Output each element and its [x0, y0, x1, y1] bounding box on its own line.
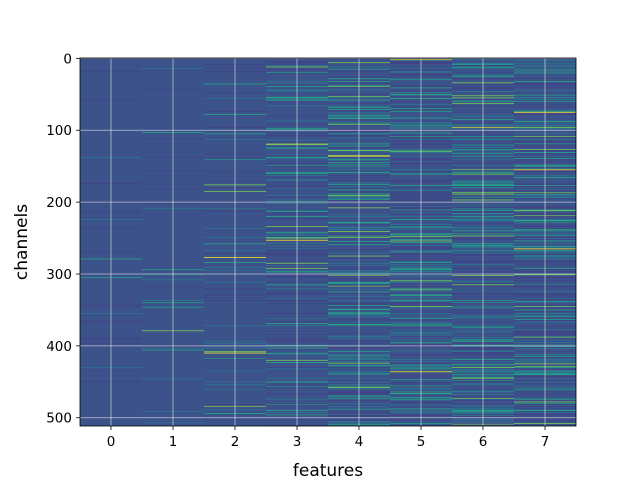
x-axis-ticks: 0 1 2 3 4 5 6 7: [107, 426, 550, 450]
x-tick-label: 1: [169, 434, 178, 450]
y-axis-ticks: 0 100 200 300 400 500: [46, 51, 80, 427]
y-tick-label: 500: [46, 411, 72, 427]
x-axis-label: features: [293, 461, 363, 480]
x-tick-label: 6: [479, 434, 488, 450]
x-tick-label: 4: [355, 434, 364, 450]
x-tick-label: 3: [293, 434, 302, 450]
y-tick-label: 400: [46, 339, 72, 355]
y-axis-label: channels: [12, 204, 32, 280]
x-tick-label: 5: [417, 434, 426, 450]
y-tick-label: 300: [46, 267, 72, 283]
heatmap-cells: [80, 58, 576, 427]
y-tick-label: 200: [46, 195, 72, 211]
grid-lines: [80, 57, 576, 426]
x-tick-label: 0: [107, 434, 116, 450]
y-tick-label: 0: [63, 51, 72, 67]
x-tick-label: 7: [541, 434, 550, 450]
plot-frame: [79, 57, 577, 427]
x-tick-label: 2: [231, 434, 240, 450]
y-tick-label: 100: [46, 123, 72, 139]
